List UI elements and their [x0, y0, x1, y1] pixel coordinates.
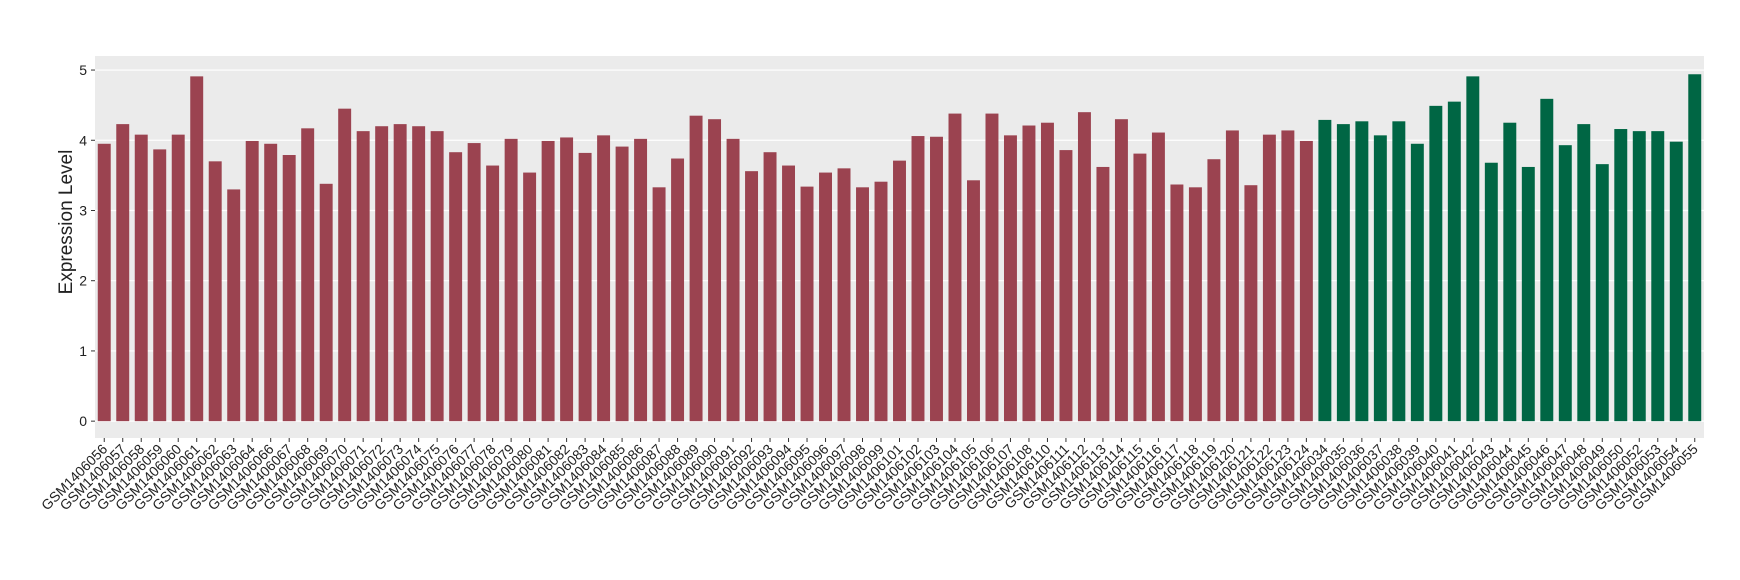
bar — [1114, 119, 1128, 422]
bar — [726, 138, 740, 422]
bar — [190, 76, 204, 422]
y-tick-label: 5 — [79, 62, 87, 78]
bar — [1188, 187, 1202, 422]
bar — [1540, 98, 1554, 422]
bar — [1281, 130, 1295, 422]
bar — [874, 181, 888, 422]
bar — [782, 165, 796, 422]
bar — [245, 140, 259, 422]
bar — [375, 126, 389, 422]
bar — [930, 136, 943, 422]
y-tick-label: 3 — [79, 202, 87, 218]
bar — [615, 146, 629, 422]
bar — [1244, 185, 1258, 422]
bar — [541, 140, 555, 422]
y-axis-label: Expression Level — [56, 150, 77, 295]
bar — [1077, 112, 1091, 422]
bar — [319, 183, 333, 422]
bar — [560, 137, 574, 422]
bar — [985, 113, 999, 422]
bar — [1688, 74, 1702, 422]
bar — [948, 113, 962, 422]
bar — [1022, 125, 1036, 422]
bar — [1096, 166, 1110, 422]
bar — [689, 115, 703, 422]
bar — [1133, 153, 1147, 422]
bar — [1521, 166, 1535, 422]
bar — [652, 187, 666, 422]
bar — [634, 138, 648, 422]
bar — [1429, 105, 1443, 422]
bar — [1669, 141, 1683, 422]
bar — [208, 161, 222, 422]
bar — [1614, 129, 1628, 422]
bar — [227, 189, 241, 422]
bar — [1318, 119, 1332, 422]
bar — [1503, 122, 1517, 422]
bar — [819, 172, 832, 422]
bar — [153, 149, 167, 422]
bar — [967, 180, 980, 422]
y-tick-label: 1 — [79, 343, 87, 359]
bar — [800, 186, 814, 422]
bar — [1262, 134, 1276, 422]
bar — [1225, 130, 1239, 422]
bar — [412, 126, 426, 422]
bar — [597, 135, 611, 422]
bar — [1207, 159, 1221, 422]
bar — [1336, 124, 1350, 422]
bar — [449, 152, 463, 422]
bar — [745, 171, 759, 422]
y-tick-label: 4 — [79, 132, 87, 148]
bar — [578, 152, 592, 422]
bar — [1392, 121, 1406, 422]
bar — [1577, 124, 1591, 422]
bar — [356, 131, 370, 422]
bar — [504, 138, 518, 422]
bar — [171, 134, 185, 422]
bar — [1299, 140, 1313, 422]
bar — [893, 160, 906, 422]
bar — [1040, 122, 1054, 422]
bar — [97, 143, 111, 422]
bar — [301, 128, 315, 422]
bar — [1484, 162, 1498, 422]
bar — [282, 155, 296, 422]
bar — [1059, 150, 1073, 422]
bar — [1355, 121, 1369, 422]
bar — [1373, 135, 1387, 422]
bar — [856, 187, 869, 422]
bar — [837, 168, 851, 422]
bar — [671, 158, 685, 422]
bar — [134, 134, 148, 422]
bar — [1595, 164, 1609, 422]
bar — [523, 172, 537, 422]
bar — [1410, 143, 1424, 422]
bar — [911, 136, 925, 422]
y-tick-label: 2 — [79, 273, 87, 289]
bar — [393, 124, 407, 422]
bar — [1466, 76, 1480, 422]
bar — [1632, 131, 1646, 422]
bar — [486, 165, 500, 422]
bar — [1003, 135, 1017, 422]
y-tick-label: 0 — [79, 413, 87, 429]
bar — [1651, 131, 1665, 422]
bar — [467, 143, 481, 422]
bar — [264, 143, 278, 422]
bar — [1151, 132, 1165, 422]
bar — [430, 131, 444, 422]
bar — [116, 124, 130, 422]
bar — [708, 119, 722, 422]
bar — [1447, 101, 1461, 422]
bar — [763, 152, 777, 422]
bar — [1170, 184, 1184, 422]
bar — [1558, 145, 1572, 422]
bar — [338, 108, 352, 422]
